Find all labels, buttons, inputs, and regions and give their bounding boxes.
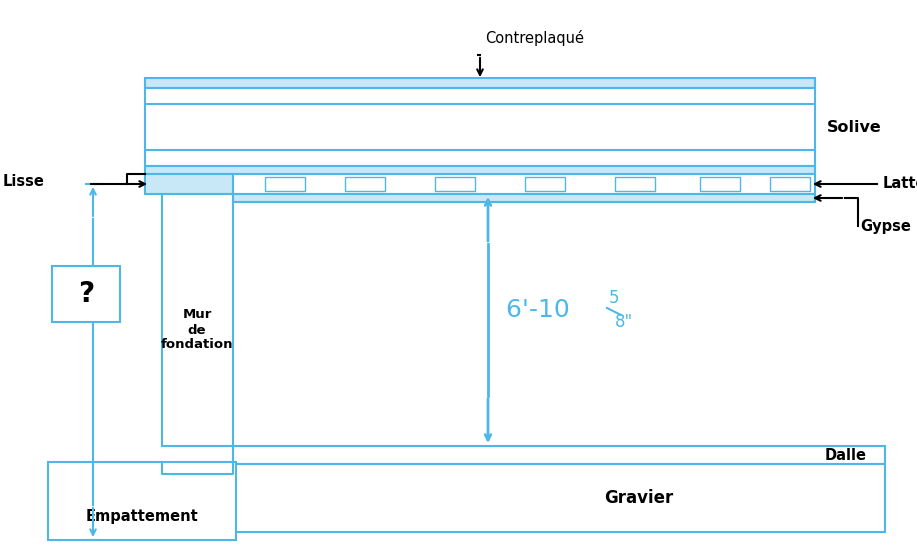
Text: Mur
de
fondation: Mur de fondation [160, 309, 233, 351]
Bar [615, 177, 655, 191]
Bar [345, 177, 385, 191]
Bar [233, 446, 885, 464]
Text: ?: ? [78, 280, 94, 308]
Bar [162, 194, 233, 446]
Text: Gravier: Gravier [604, 489, 674, 507]
Bar [145, 78, 815, 88]
Bar [145, 166, 815, 174]
Bar [700, 177, 740, 191]
Bar [233, 174, 815, 194]
Bar [770, 177, 810, 191]
Text: 6'-10: 6'-10 [506, 298, 578, 322]
Text: Lisse: Lisse [3, 174, 45, 190]
Text: Empattement: Empattement [85, 509, 198, 523]
Text: Dalle: Dalle [825, 448, 867, 463]
Text: Solive: Solive [827, 119, 882, 134]
Text: Latte: Latte [883, 175, 917, 191]
Bar [233, 464, 885, 532]
Bar [145, 88, 815, 166]
Text: 5: 5 [609, 289, 620, 307]
Bar [525, 177, 565, 191]
Text: Gypse: Gypse [860, 219, 911, 233]
Bar [435, 177, 475, 191]
Bar [52, 266, 120, 322]
Bar [145, 174, 233, 194]
Text: Contreplaqué: Contreplaqué [485, 30, 584, 46]
Text: 8": 8" [615, 313, 634, 331]
Bar [163, 463, 232, 474]
Bar [48, 462, 236, 540]
Bar [233, 194, 815, 202]
Bar [265, 177, 305, 191]
